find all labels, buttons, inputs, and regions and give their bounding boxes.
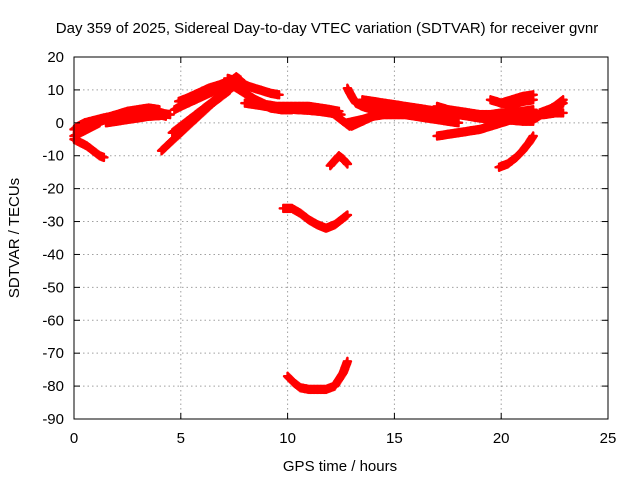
series-markers [494,131,538,172]
series-markers [278,203,353,233]
y-tick-label: -50 [42,279,64,296]
y-tick-label: -20 [42,181,64,198]
y-tick-label: -90 [42,411,64,428]
y-tick-label: -70 [42,345,64,362]
y-tick-label: 10 [47,82,64,99]
x-axis-label: GPS time / hours [283,458,397,475]
y-tick-label: -60 [42,312,64,329]
y-tick-label: 0 [56,115,64,132]
x-tick-label: 10 [279,430,296,447]
y-tick-label: 20 [47,49,64,66]
series-arc-27 [443,104,538,120]
x-tick-label: 25 [600,430,617,447]
y-axis-label: SDTVAR / TECUs [6,178,23,298]
series-arc-29 [496,90,538,108]
series-arc-19 [278,203,353,233]
series-markers [282,356,353,395]
series-markers [111,106,171,121]
series-arc-33 [534,98,568,118]
series-markers [496,90,538,108]
series-arc-23 [346,106,442,131]
y-tick-label: -80 [42,378,64,395]
series-markers [173,76,233,107]
series-arc-18 [325,150,353,171]
y-tick-label: -10 [42,148,64,165]
data-series [69,71,568,395]
series-arc-13 [223,73,284,100]
series-arc-07 [111,106,171,121]
series-markers [325,150,353,171]
series-markers [244,91,297,115]
axis-ticks: 0 5 10 15 20 25 20 10 0 -10 -20 -30 -40 -50 -60 -70 -80 -… [42,49,616,447]
series-arc-11 [173,76,233,107]
series-arc-16 [244,91,297,115]
y-tick-label: -40 [42,246,64,263]
x-tick-label: 5 [177,430,185,447]
series-arc-20 [282,356,353,395]
chart-title: Day 359 of 2025, Sidereal Day-to-day VTE… [56,20,598,37]
x-tick-label: 15 [386,430,403,447]
y-tick-label: -30 [42,214,64,231]
series-markers [346,106,442,131]
series-arc-30 [494,131,538,172]
series-markers [443,104,538,120]
plot-frame [73,56,609,420]
series-markers [534,98,568,118]
series-markers [223,73,284,100]
x-tick-label: 0 [70,430,78,447]
x-tick-label: 20 [493,430,510,447]
